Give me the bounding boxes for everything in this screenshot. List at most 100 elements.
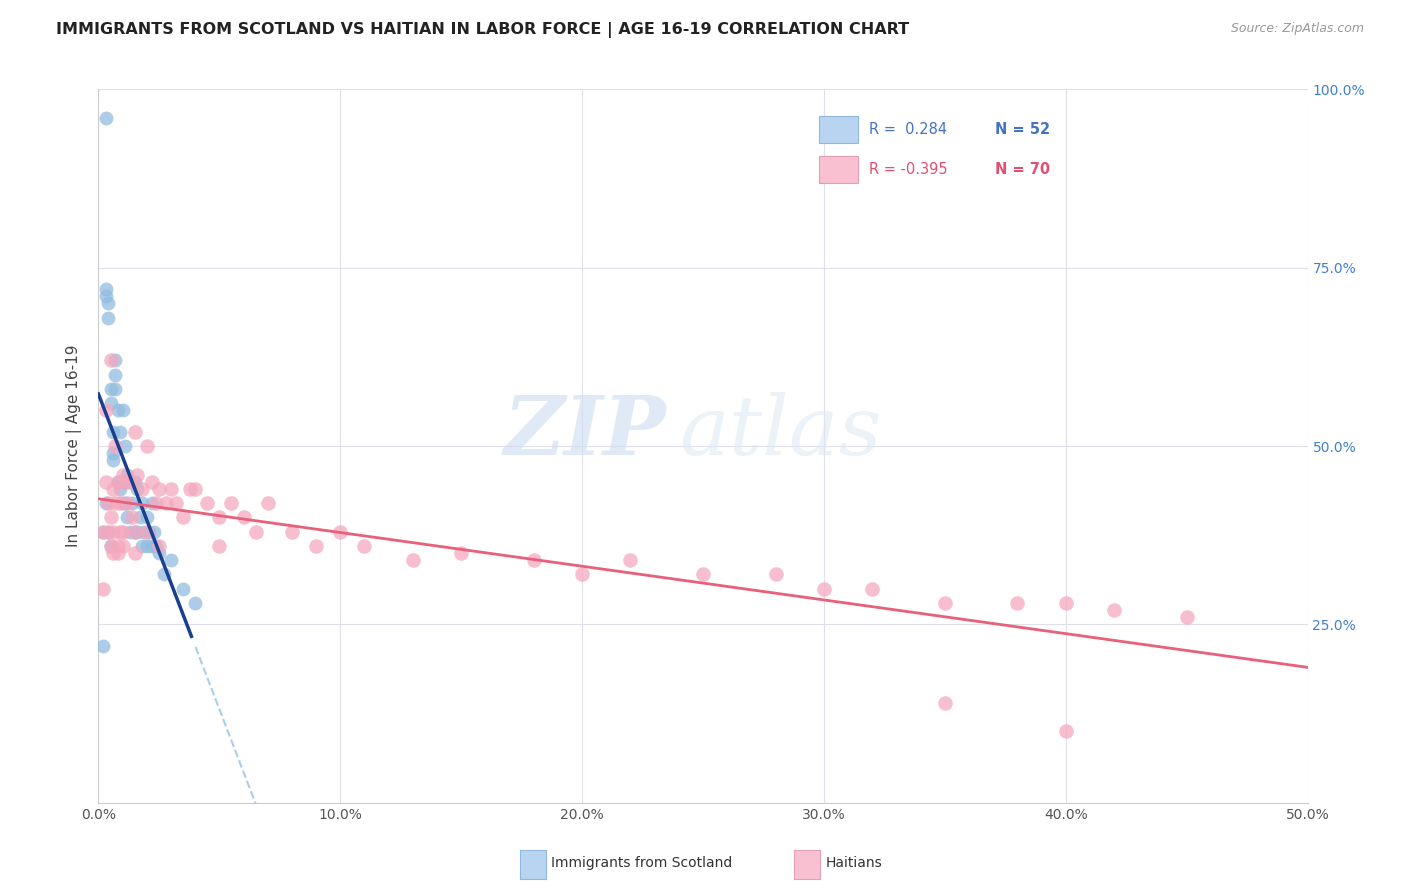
Text: atlas: atlas: [679, 392, 882, 472]
Point: [114, 496, 136, 510]
Point: [111, 524, 134, 539]
Point: [135, 539, 157, 553]
Text: Immigrants from Scotland: Immigrants from Scotland: [551, 855, 733, 870]
Point: [107, 539, 129, 553]
Text: IMMIGRANTS FROM SCOTLAND VS HAITIAN IN LABOR FORCE | AGE 16-19 CORRELATION CHART: IMMIGRANTS FROM SCOTLAND VS HAITIAN IN L…: [56, 22, 910, 38]
Point: [124, 425, 146, 439]
Point: [148, 539, 170, 553]
Point: [101, 425, 124, 439]
Point: [100, 539, 122, 553]
Point: [104, 353, 127, 368]
Point: [104, 496, 127, 510]
Point: [94, 111, 117, 125]
Point: [91, 524, 114, 539]
Point: [107, 475, 129, 489]
Point: [138, 524, 160, 539]
Point: [117, 496, 139, 510]
Point: [100, 353, 122, 368]
Point: [172, 510, 194, 524]
Point: [305, 539, 328, 553]
Point: [108, 524, 131, 539]
Point: [124, 546, 146, 560]
Point: [101, 482, 124, 496]
Point: [94, 403, 117, 417]
Point: [131, 482, 153, 496]
Point: [221, 496, 243, 510]
Point: [256, 496, 278, 510]
Text: Haitians: Haitians: [825, 855, 882, 870]
Point: [208, 539, 231, 553]
Point: [101, 446, 124, 460]
Point: [104, 368, 127, 382]
Point: [104, 382, 127, 396]
Point: [155, 496, 177, 510]
Point: [91, 582, 114, 596]
Point: [402, 553, 425, 567]
Point: [97, 296, 120, 310]
Point: [94, 496, 117, 510]
Point: [101, 453, 124, 467]
Point: [145, 539, 167, 553]
Text: R = -0.395: R = -0.395: [869, 162, 948, 178]
Point: [1007, 596, 1029, 610]
Point: [94, 289, 117, 303]
Point: [245, 524, 267, 539]
Point: [152, 567, 174, 582]
Point: [860, 582, 883, 596]
Point: [124, 475, 146, 489]
Point: [111, 496, 134, 510]
Point: [100, 382, 122, 396]
Point: [107, 403, 129, 417]
Point: [160, 482, 183, 496]
Point: [135, 524, 157, 539]
Point: [107, 475, 129, 489]
Point: [145, 496, 167, 510]
Point: [118, 475, 141, 489]
Point: [134, 524, 156, 539]
Text: Source: ZipAtlas.com: Source: ZipAtlas.com: [1230, 22, 1364, 36]
Point: [127, 524, 149, 539]
FancyBboxPatch shape: [820, 116, 858, 143]
Point: [160, 553, 183, 567]
Point: [114, 475, 136, 489]
Point: [107, 546, 129, 560]
Point: [141, 496, 163, 510]
Point: [91, 639, 114, 653]
Point: [148, 546, 170, 560]
Point: [141, 475, 163, 489]
Point: [114, 439, 136, 453]
Point: [141, 539, 163, 553]
Point: [94, 475, 117, 489]
Point: [124, 524, 146, 539]
Point: [118, 475, 141, 489]
FancyBboxPatch shape: [820, 156, 858, 183]
Point: [100, 510, 122, 524]
Point: [934, 596, 956, 610]
Text: N = 70: N = 70: [995, 162, 1050, 178]
Point: [108, 496, 131, 510]
Point: [97, 310, 120, 325]
Point: [135, 439, 157, 453]
Point: [1175, 610, 1198, 624]
Point: [97, 524, 120, 539]
Point: [450, 546, 472, 560]
Point: [108, 482, 131, 496]
Y-axis label: In Labor Force | Age 16-19: In Labor Force | Age 16-19: [66, 344, 83, 548]
Point: [121, 510, 143, 524]
Point: [97, 496, 120, 510]
Point: [172, 582, 194, 596]
Point: [1102, 603, 1125, 617]
Point: [765, 567, 787, 582]
Point: [117, 467, 139, 482]
Point: [111, 539, 134, 553]
Point: [135, 510, 157, 524]
Point: [208, 510, 231, 524]
Point: [934, 696, 956, 710]
Point: [108, 425, 131, 439]
Point: [94, 282, 117, 296]
Point: [184, 596, 207, 610]
Point: [100, 539, 122, 553]
Point: [619, 553, 641, 567]
Point: [124, 524, 146, 539]
Point: [127, 482, 149, 496]
